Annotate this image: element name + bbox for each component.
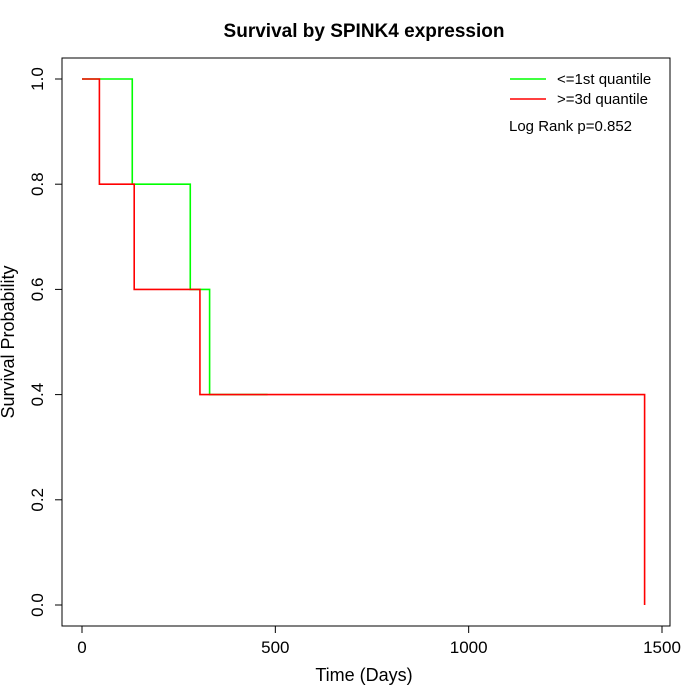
legend: <=1st quantile >=3d quantile [510, 71, 651, 108]
x-tick-label: 500 [261, 638, 289, 657]
plot-frame [61, 57, 671, 627]
chart-title: Survival by SPINK4 expression [224, 21, 505, 42]
series-line-0 [82, 78, 268, 396]
legend-label-1: >=3d quantile [557, 91, 648, 108]
log-rank-annotation: Log Rank p=0.852 [509, 118, 632, 135]
x-tick-label: 0 [77, 638, 86, 657]
x-axis: 0 500 1000 1500 [77, 625, 681, 657]
x-tick-label: 1500 [643, 638, 681, 657]
series-line-1 [82, 78, 646, 605]
y-tick-label: 0.6 [28, 278, 47, 302]
x-tick-label: 1000 [450, 638, 488, 657]
y-tick-label: 1.0 [28, 67, 47, 91]
y-tick-label: 0.2 [28, 488, 47, 512]
series-layer [82, 78, 646, 605]
y-tick-label: 0.8 [28, 172, 47, 196]
y-tick-label: 0.4 [28, 383, 47, 407]
y-axis-label: Survival Probability [0, 265, 18, 418]
y-axis: 0.0 0.2 0.4 0.6 0.8 1.0 [28, 67, 63, 617]
legend-label-0: <=1st quantile [557, 71, 651, 88]
x-axis-label: Time (Days) [315, 665, 412, 685]
y-tick-label: 0.0 [28, 593, 47, 617]
